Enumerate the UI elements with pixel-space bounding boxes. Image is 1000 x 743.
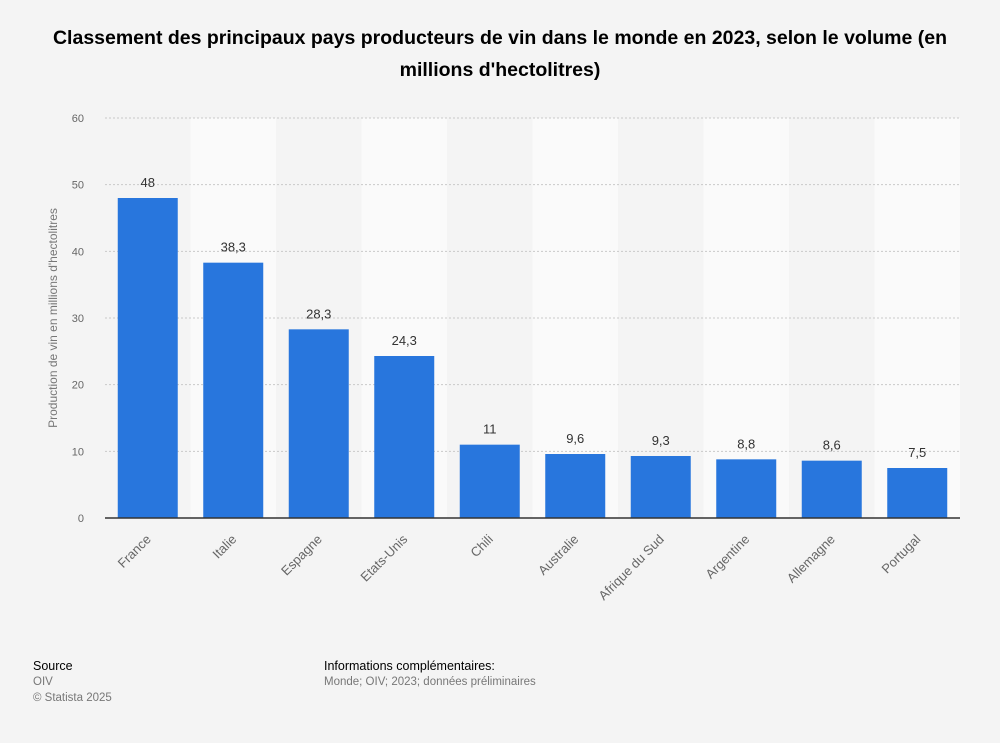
- category-band: [789, 118, 875, 518]
- bar[interactable]: [801, 460, 862, 518]
- bar[interactable]: [374, 356, 435, 518]
- bar[interactable]: [203, 262, 264, 518]
- bar[interactable]: [459, 444, 520, 518]
- x-tick-label: Portugal: [879, 531, 924, 576]
- value-label: 7,5: [908, 445, 926, 460]
- bar[interactable]: [117, 198, 178, 518]
- x-axis-labels: France Italie Espagne Etats-Unis Chili Austra…: [115, 531, 924, 603]
- x-tick-label: France: [115, 532, 154, 571]
- info-heading: Informations complémentaires:: [324, 659, 495, 673]
- x-tick-label: Etats-Unis: [357, 531, 410, 584]
- value-label: 24,3: [392, 333, 417, 348]
- info-text: Monde; OIV; 2023; données préliminaires: [324, 676, 536, 688]
- source-heading: Source: [33, 659, 73, 673]
- y-tick-label: 0: [78, 513, 84, 525]
- y-tick-label: 50: [72, 180, 84, 192]
- bar[interactable]: [630, 456, 691, 518]
- x-tick-label: Italie: [209, 532, 239, 562]
- bar[interactable]: [716, 459, 777, 518]
- info-block: Informations complémentaires: Monde; OIV…: [324, 658, 536, 690]
- value-labels: 48 38,3 28,3 24,3 11 9,6 9,3 8,8 8,6 7,5: [141, 175, 927, 460]
- x-tick-label: Afrique du Sud: [595, 532, 666, 603]
- y-tick-label: 20: [72, 380, 84, 392]
- value-label: 48: [141, 175, 155, 190]
- bar[interactable]: [545, 454, 606, 518]
- y-tick-label: 30: [72, 313, 84, 325]
- value-label: 8,6: [823, 438, 841, 453]
- x-tick-label: Espagne: [278, 532, 325, 579]
- bars: [117, 198, 948, 518]
- y-axis-ticks: 0 10 20 30 40 50 60: [72, 113, 84, 525]
- value-label: 9,6: [566, 431, 584, 446]
- bar[interactable]: [887, 468, 948, 518]
- value-label: 11: [483, 422, 497, 437]
- x-tick-label: Chili: [467, 531, 496, 560]
- value-label: 9,3: [652, 433, 670, 448]
- source-name[interactable]: OIV: [33, 676, 53, 688]
- bar[interactable]: [288, 329, 349, 518]
- y-tick-label: 10: [72, 446, 84, 458]
- y-tick-label: 40: [72, 246, 84, 258]
- y-axis-title: Production de vin en millions d'hectolit…: [46, 208, 60, 428]
- value-label: 38,3: [221, 240, 246, 255]
- value-label: 28,3: [306, 306, 331, 321]
- x-tick-label: Argentine: [702, 532, 752, 582]
- x-tick-label: Allemagne: [784, 532, 838, 586]
- chart-title: Classement des principaux pays producteu…: [52, 27, 948, 81]
- bar-chart: 0 10 20 30 40 50 60 48 38,3 28,3 24,3 11 9,6 9,3 8,8 8…: [46, 113, 960, 603]
- gridlines: [105, 117, 960, 452]
- source-block: Source OIV © Statista 2025: [33, 658, 112, 706]
- copyright[interactable]: © Statista 2025: [33, 692, 112, 704]
- y-tick-label: 60: [72, 113, 84, 125]
- value-label: 8,8: [737, 436, 755, 451]
- x-tick-label: Australie: [535, 532, 581, 578]
